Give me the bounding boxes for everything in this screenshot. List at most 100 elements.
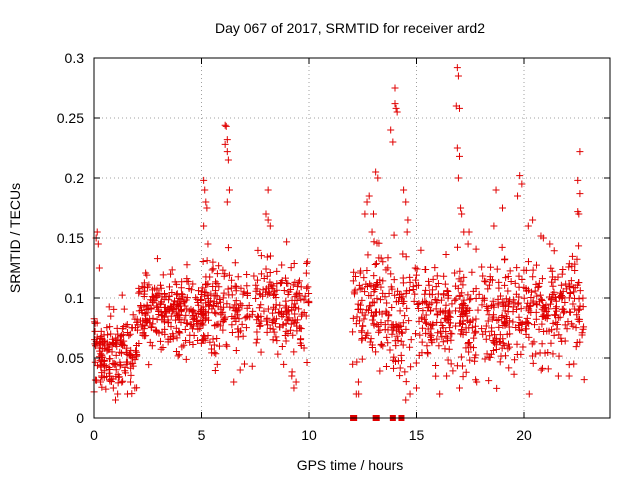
data-point [138, 283, 146, 291]
data-point [435, 342, 443, 350]
data-point [212, 278, 220, 286]
data-point [257, 301, 265, 309]
data-point [572, 343, 580, 351]
data-point [441, 345, 449, 353]
data-point [470, 334, 478, 342]
data-point [266, 252, 274, 260]
data-point [232, 346, 240, 354]
data-point [493, 265, 501, 273]
data-point [383, 299, 391, 307]
data-point [274, 350, 282, 358]
data-point [231, 301, 239, 309]
data-point [402, 396, 410, 404]
data-point [228, 321, 236, 329]
data-point [555, 331, 563, 339]
data-point [264, 216, 272, 224]
data-point [367, 302, 375, 310]
data-point [129, 311, 137, 319]
data-point [458, 210, 466, 218]
data-point [257, 317, 265, 325]
data-point [472, 351, 480, 359]
data-point [395, 328, 403, 336]
data-point [398, 329, 406, 337]
data-point [488, 327, 496, 335]
data-point [165, 293, 173, 301]
data-point [152, 294, 160, 302]
data-point [547, 264, 555, 272]
data-point [385, 312, 393, 320]
data-point [228, 328, 236, 336]
data-point [182, 355, 190, 363]
data-point [412, 271, 420, 279]
data-point [282, 297, 290, 305]
data-point [260, 274, 268, 282]
data-point [485, 377, 493, 385]
data-point [390, 276, 398, 284]
data-point [539, 234, 547, 242]
data-point [206, 338, 214, 346]
data-point [199, 257, 207, 265]
data-point [123, 358, 131, 366]
data-point [254, 276, 262, 284]
data-point [147, 305, 155, 313]
data-point [371, 308, 379, 316]
data-point [447, 360, 455, 368]
data-point [254, 312, 262, 320]
data-point [231, 259, 239, 267]
data-point [576, 190, 584, 198]
data-point [396, 372, 404, 380]
data-point [91, 358, 99, 366]
data-point [198, 319, 206, 327]
data-point [422, 329, 430, 337]
data-point [393, 322, 401, 330]
data-point [225, 291, 233, 299]
data-point [540, 328, 548, 336]
data-point [554, 273, 562, 281]
data-point [356, 285, 364, 293]
data-point [205, 301, 213, 309]
data-point [410, 297, 418, 305]
data-point [571, 266, 579, 274]
data-point [257, 270, 265, 278]
data-point [244, 312, 252, 320]
data-point [531, 287, 539, 295]
data-point [496, 331, 504, 339]
data-point [486, 332, 494, 340]
x-tick-label: 5 [198, 427, 206, 443]
data-point [302, 312, 310, 320]
data-point [257, 252, 265, 260]
data-point [530, 321, 538, 329]
data-point [396, 364, 404, 372]
data-point [390, 231, 398, 239]
data-point [284, 307, 292, 315]
data-point [219, 326, 227, 334]
data-point [399, 300, 407, 308]
data-point [212, 350, 220, 358]
data-point [490, 222, 498, 230]
data-point [93, 228, 101, 236]
data-point [403, 228, 411, 236]
data-point [263, 253, 271, 261]
data-point [432, 372, 440, 380]
data-point [268, 285, 276, 293]
data-point [418, 338, 426, 346]
data-point [113, 336, 121, 344]
data-point [176, 329, 184, 337]
data-point [426, 330, 434, 338]
data-point [116, 362, 124, 370]
data-point [528, 352, 536, 360]
data-point [96, 339, 104, 347]
x-axis-title: GPS time / hours [297, 457, 404, 473]
data-point [192, 294, 200, 302]
data-point [196, 324, 204, 332]
data-point [449, 367, 457, 375]
data-point [572, 324, 580, 332]
data-point [128, 324, 136, 332]
data-point [211, 287, 219, 295]
data-point [230, 378, 238, 386]
data-point [302, 269, 310, 277]
data-point [429, 275, 437, 283]
data-point [186, 338, 194, 346]
data-point [213, 292, 221, 300]
